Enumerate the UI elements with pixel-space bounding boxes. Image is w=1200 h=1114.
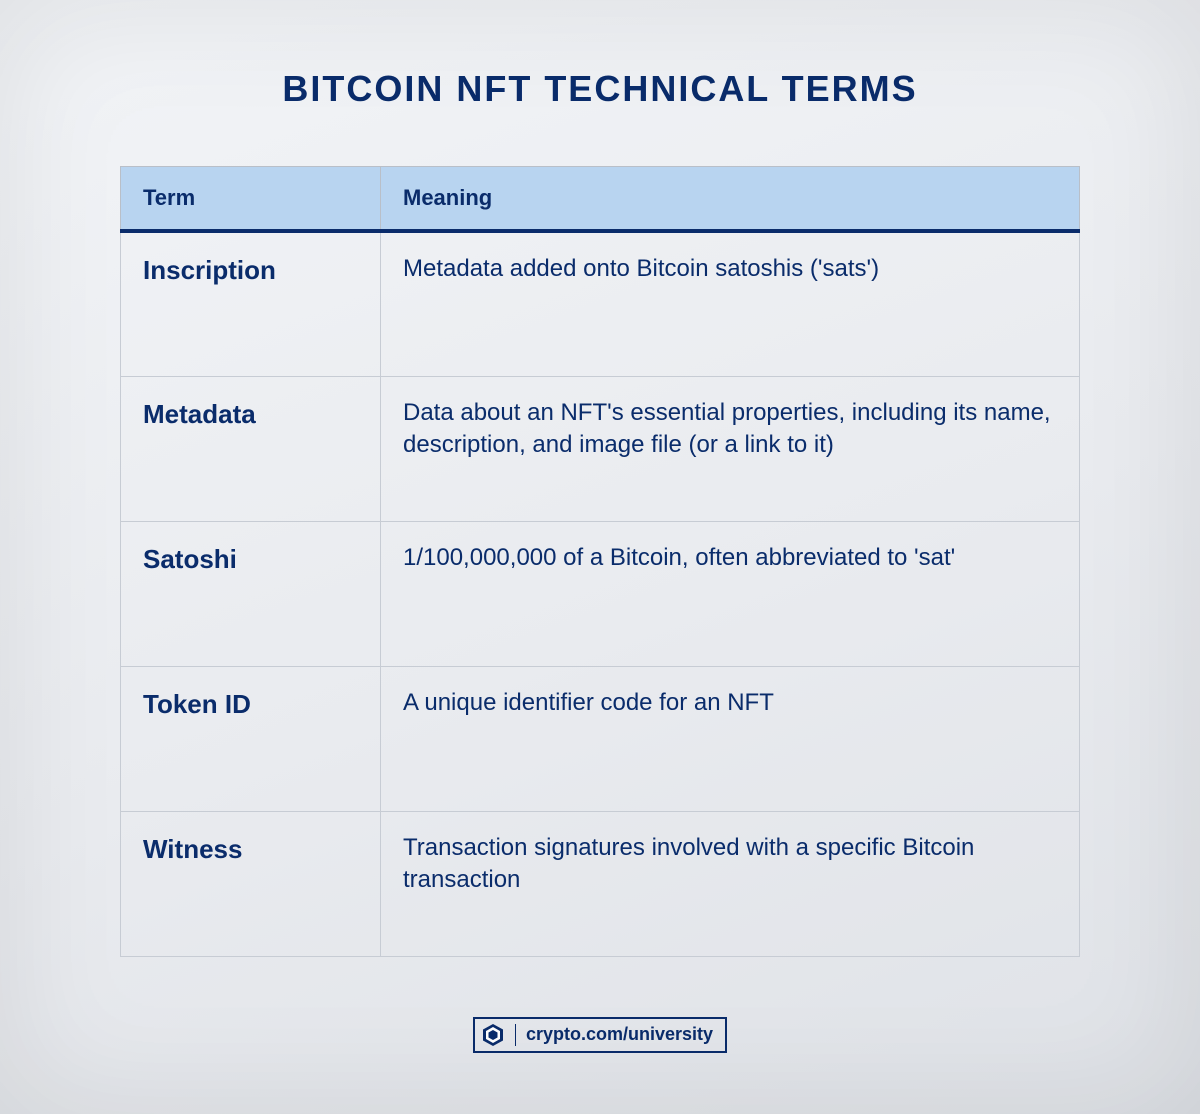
table-header-row: Term Meaning (121, 167, 1080, 232)
meaning-cell: Transaction signatures involved with a s… (381, 811, 1080, 956)
footer-badge: crypto.com/university (473, 1017, 727, 1053)
meaning-cell: 1/100,000,000 of a Bitcoin, often abbrev… (381, 521, 1080, 666)
col-header-meaning: Meaning (381, 167, 1080, 232)
term-cell: Inscription (121, 231, 381, 376)
terms-table: Term Meaning Inscription Metadata added … (120, 166, 1080, 957)
col-header-term: Term (121, 167, 381, 232)
meaning-cell: Data about an NFT's essential properties… (381, 376, 1080, 521)
table-row: Witness Transaction signatures involved … (121, 811, 1080, 956)
table-row: Inscription Metadata added onto Bitcoin … (121, 231, 1080, 376)
term-cell: Witness (121, 811, 381, 956)
crypto-com-logo-icon (481, 1023, 505, 1047)
term-cell: Satoshi (121, 521, 381, 666)
meaning-cell: Metadata added onto Bitcoin satoshis ('s… (381, 231, 1080, 376)
term-cell: Token ID (121, 666, 381, 811)
meaning-cell: A unique identifier code for an NFT (381, 666, 1080, 811)
footer-divider (515, 1024, 516, 1046)
table-row: Token ID A unique identifier code for an… (121, 666, 1080, 811)
footer-link-text: crypto.com/university (526, 1024, 713, 1045)
page: BITCOIN NFT TECHNICAL TERMS Term Meaning… (0, 0, 1200, 1114)
table-row: Satoshi 1/100,000,000 of a Bitcoin, ofte… (121, 521, 1080, 666)
page-title: BITCOIN NFT TECHNICAL TERMS (282, 68, 917, 110)
table-row: Metadata Data about an NFT's essential p… (121, 376, 1080, 521)
term-cell: Metadata (121, 376, 381, 521)
